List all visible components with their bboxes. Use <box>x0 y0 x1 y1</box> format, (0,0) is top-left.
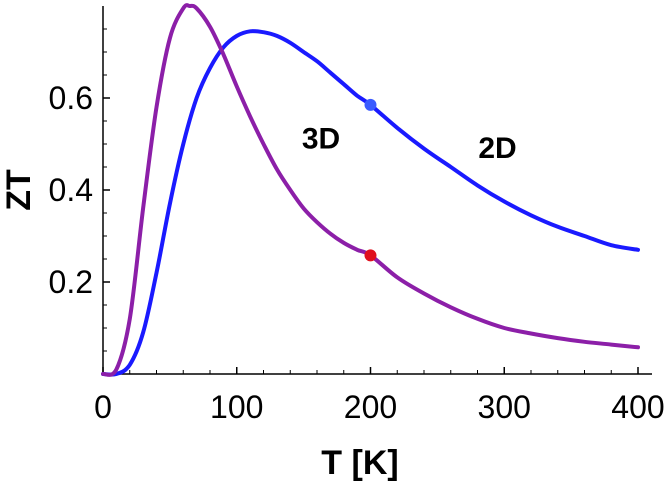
series-lines <box>101 3 640 377</box>
y-ticks: 0.2 0.4 0.6 <box>49 28 110 352</box>
series-label-3d: 3D <box>302 123 340 156</box>
x-ticks: 0 100 200 300 400 <box>94 367 664 425</box>
x-tick-label: 300 <box>478 389 531 425</box>
x-tick-label: 0 <box>94 389 112 425</box>
x-tick-label: 100 <box>210 389 263 425</box>
x-tick-label: 400 <box>611 389 664 425</box>
marker-3d <box>364 249 377 262</box>
series-line-2d <box>101 29 640 377</box>
axes <box>102 6 652 375</box>
series-line-3d <box>101 3 640 377</box>
x-axis-title: T [K] <box>321 444 398 482</box>
series-markers <box>364 98 377 262</box>
y-tick-label: 0.2 <box>49 264 93 300</box>
marker-2d <box>364 98 377 111</box>
annotations: 3D 2D <box>302 123 517 165</box>
y-tick-label: 0.6 <box>49 80 93 116</box>
x-tick-label: 200 <box>344 389 397 425</box>
y-tick-label: 0.4 <box>49 172 93 208</box>
series-label-2d: 2D <box>478 132 516 165</box>
y-axis-title: ZT <box>0 169 38 211</box>
